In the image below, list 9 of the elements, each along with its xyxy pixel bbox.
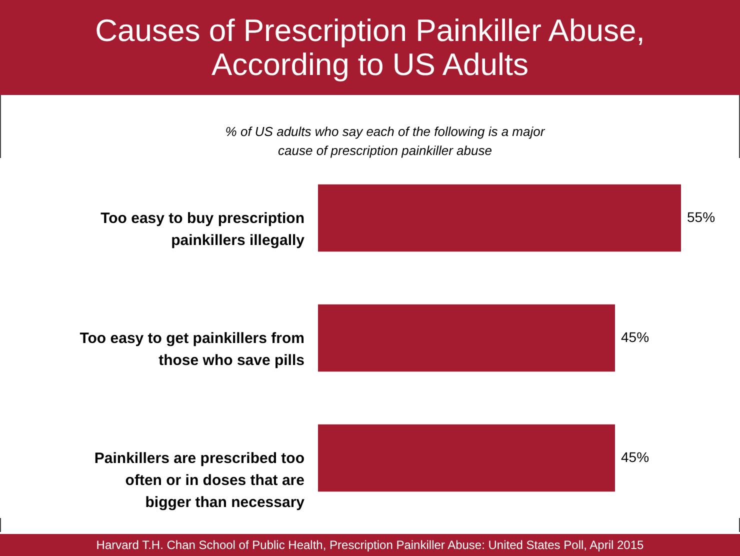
y-tick-label: Painkillers are prescribed too often or in doses that are bigger than necessary <box>94 450 306 511</box>
header-banner: Causes of Prescription Painkiller Abuse, According to US Adults <box>0 0 740 95</box>
data-label: 55% <box>687 209 716 225</box>
footer-banner: Harvard T.H. Chan School of Public Health, Prescription Painkiller Abuse: United States Poll, April 2015 <box>0 534 740 556</box>
data-label: 45% <box>621 449 650 465</box>
y-tick-label: Too easy to buy prescription painkillers illegally <box>100 210 306 249</box>
y-tick-label: Too easy to get painkillers from those who save pills <box>80 330 304 369</box>
chart-subtitle: % of US adults who say each of the following is a major cause of prescription painkiller abuse <box>224 123 546 160</box>
data-label: 45% <box>621 329 650 345</box>
